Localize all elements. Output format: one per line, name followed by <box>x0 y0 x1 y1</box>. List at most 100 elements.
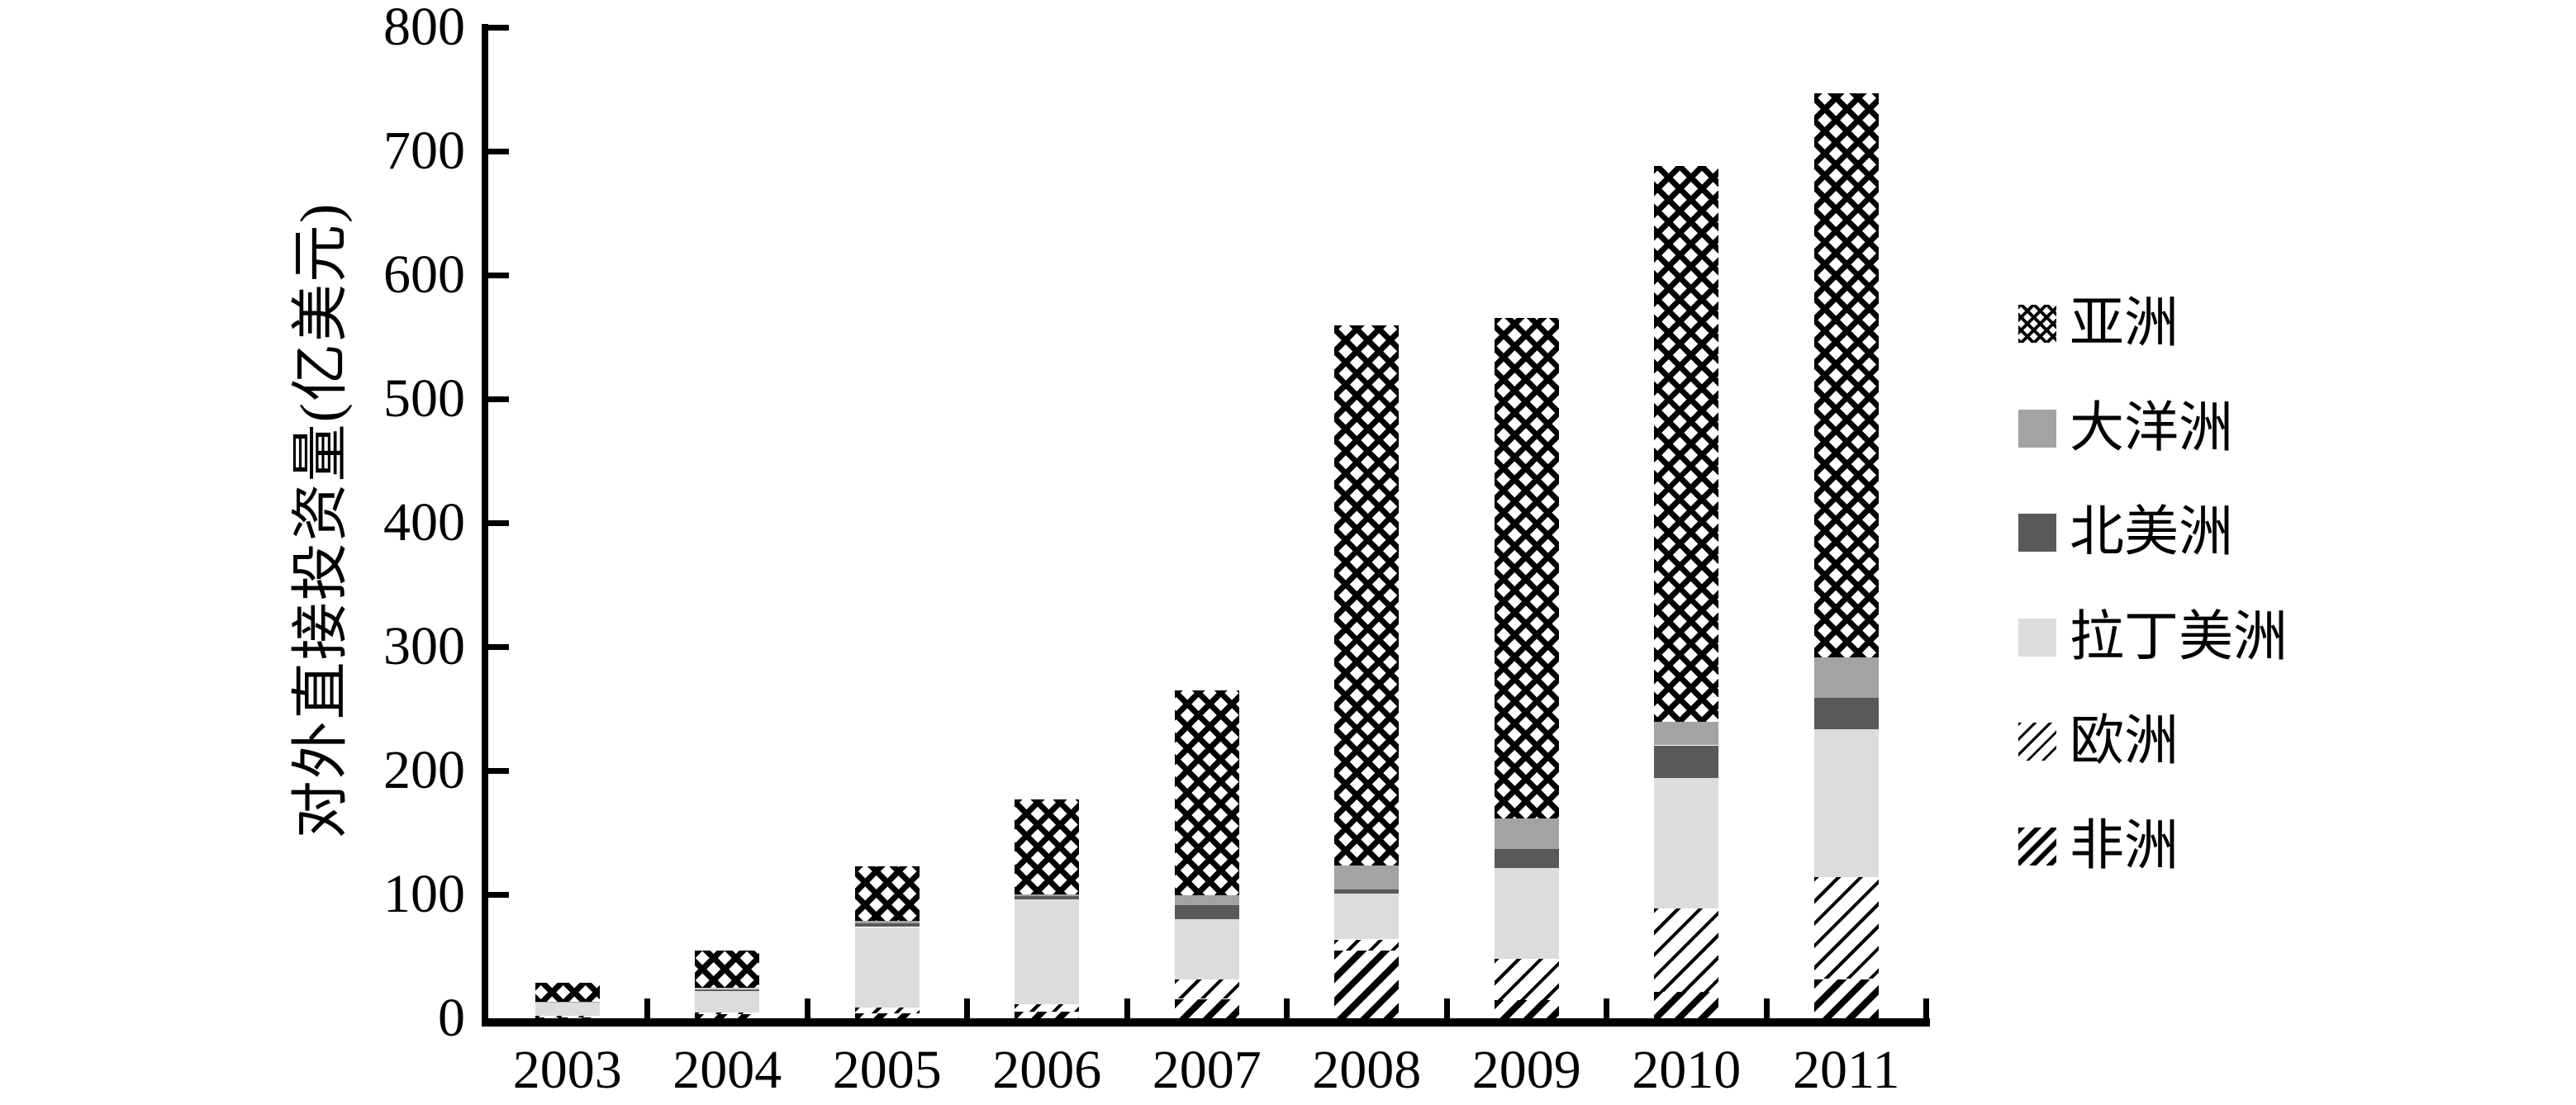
bar-segment-2010-africa <box>1654 992 1719 1018</box>
bar-segment-2003-asia <box>535 983 600 1002</box>
y-tick-label-300: 300 <box>383 616 465 676</box>
bar-segment-2011-asia <box>1813 93 1879 657</box>
bar-segment-2007-northamerica <box>1174 904 1239 919</box>
y-tick-600 <box>487 272 509 278</box>
legend-item-africa: 非洲 <box>2018 817 2547 876</box>
legend-label-africa: 非洲 <box>2070 816 2179 876</box>
y-tick-100 <box>487 891 509 898</box>
y-tick-800 <box>487 24 509 31</box>
bar-segment-2010-latam <box>1654 777 1719 908</box>
legend-swatch-latam <box>2018 618 2056 657</box>
bar-segment-2005-asia <box>854 866 920 921</box>
bar-segment-2006-northamerica <box>1015 896 1080 900</box>
x-tick-2003 <box>644 998 650 1018</box>
x-tick-label-2004: 2004 <box>673 1040 782 1100</box>
bar-segment-2004-europe <box>695 1012 760 1015</box>
legend-label-europe: 欧洲 <box>2070 711 2179 772</box>
x-tick-label-2009: 2009 <box>1471 1040 1581 1100</box>
x-tick-2010 <box>1763 998 1770 1018</box>
legend-swatch-europe <box>2018 723 2056 761</box>
bar-segment-2005-northamerica <box>854 922 920 927</box>
legend-label-oceania: 大洋洲 <box>2070 397 2233 458</box>
bar-segment-2010-europe <box>1654 908 1719 993</box>
y-tick-700 <box>487 148 509 154</box>
bar-segment-2009-asia <box>1494 318 1559 819</box>
bar-segment-2003-europe <box>535 1015 600 1017</box>
bar-segment-2007-europe <box>1174 979 1239 999</box>
bar-segment-2009-oceania <box>1494 818 1559 850</box>
bar-segment-2009-europe <box>1494 959 1559 1001</box>
y-tick-label-0: 0 <box>438 988 465 1048</box>
y-tick-label-500: 500 <box>383 368 465 429</box>
bar-segment-2004-oceania <box>695 987 760 989</box>
legend-label-asia: 亚洲 <box>2070 293 2179 353</box>
legend-item-northamerica: 北美洲 <box>2018 503 2547 562</box>
bar-segment-2009-latam <box>1494 868 1559 960</box>
y-tick-label-800: 800 <box>383 0 465 57</box>
bar-segment-2004-africa <box>695 1014 760 1018</box>
bar-segment-2011-africa <box>1813 979 1879 1018</box>
y-tick-500 <box>487 396 509 402</box>
bar-segment-2005-europe <box>854 1007 920 1014</box>
x-tick-label-2008: 2008 <box>1312 1040 1422 1100</box>
bar-segment-2003-northamerica <box>535 1002 600 1003</box>
x-tick-2006 <box>1124 998 1130 1018</box>
x-tick-2007 <box>1284 998 1290 1018</box>
bar-segment-2003-africa <box>535 1017 600 1018</box>
x-tick-2009 <box>1604 998 1609 1018</box>
legend-swatch-oceania <box>2018 409 2056 448</box>
bar-segment-2010-northamerica <box>1654 745 1719 778</box>
y-tick-300 <box>487 643 509 650</box>
x-tick-label-2010: 2010 <box>1632 1040 1742 1100</box>
bar-segment-2008-northamerica <box>1334 889 1400 894</box>
bar-segment-2004-asia <box>695 950 760 988</box>
bar-segment-2011-latam <box>1813 728 1879 877</box>
legend-label-northamerica: 北美洲 <box>2070 502 2233 563</box>
bar-segment-2006-latam <box>1015 899 1080 1005</box>
x-tick-2008 <box>1443 998 1450 1018</box>
y-tick-label-100: 100 <box>383 864 465 924</box>
bar-segment-2006-europe <box>1015 1004 1080 1013</box>
legend-label-latam: 拉丁美洲 <box>2070 606 2288 667</box>
y-axis-line <box>482 24 488 1027</box>
y-tick-200 <box>487 767 509 774</box>
bar-segment-2008-oceania <box>1334 865 1400 889</box>
bar-segment-2010-asia <box>1654 165 1719 723</box>
bar-segment-2007-latam <box>1174 918 1239 980</box>
bar-segment-2004-latam <box>695 990 760 1013</box>
legend-item-oceania: 大洋洲 <box>2018 397 2547 458</box>
bar-segment-2005-oceania <box>854 920 920 923</box>
legend-swatch-africa <box>2018 828 2056 866</box>
bar-segment-2007-oceania <box>1174 895 1239 905</box>
legend-item-europe: 欧洲 <box>2018 712 2547 771</box>
x-tick-label-2003: 2003 <box>512 1040 622 1100</box>
y-tick-label-600: 600 <box>383 244 465 305</box>
bar-segment-2009-africa <box>1494 1000 1559 1018</box>
y-tick-label-400: 400 <box>383 492 465 552</box>
y-tick-400 <box>487 519 509 526</box>
bar-segment-2006-africa <box>1015 1012 1080 1018</box>
legend-swatch-asia <box>2018 305 2056 343</box>
y-tick-label-700: 700 <box>383 121 465 181</box>
x-tick-2011 <box>1923 998 1929 1018</box>
x-axis-line <box>482 1018 1930 1027</box>
bar-segment-2011-europe <box>1813 876 1879 979</box>
bar-segment-2007-africa <box>1174 998 1239 1018</box>
bar-segment-2003-latam <box>535 1003 600 1016</box>
bar-segment-2005-latam <box>854 927 920 1008</box>
bar-segment-2008-asia <box>1334 325 1400 866</box>
bar-segment-2005-africa <box>854 1013 920 1018</box>
legend-item-asia: 亚洲 <box>2018 294 2547 353</box>
x-tick-label-2007: 2007 <box>1152 1040 1262 1100</box>
x-tick-label-2011: 2011 <box>1792 1040 1900 1100</box>
bar-segment-2010-oceania <box>1654 722 1719 746</box>
y-tick-label-200: 200 <box>383 740 465 800</box>
bar-segment-2008-europe <box>1334 939 1400 951</box>
bar-segment-2009-northamerica <box>1494 849 1559 869</box>
legend-swatch-northamerica <box>2018 514 2056 552</box>
bar-segment-2004-northamerica <box>695 989 760 991</box>
x-tick-label-2005: 2005 <box>832 1040 942 1100</box>
x-tick-2005 <box>964 998 970 1018</box>
bar-segment-2006-oceania <box>1015 894 1080 897</box>
